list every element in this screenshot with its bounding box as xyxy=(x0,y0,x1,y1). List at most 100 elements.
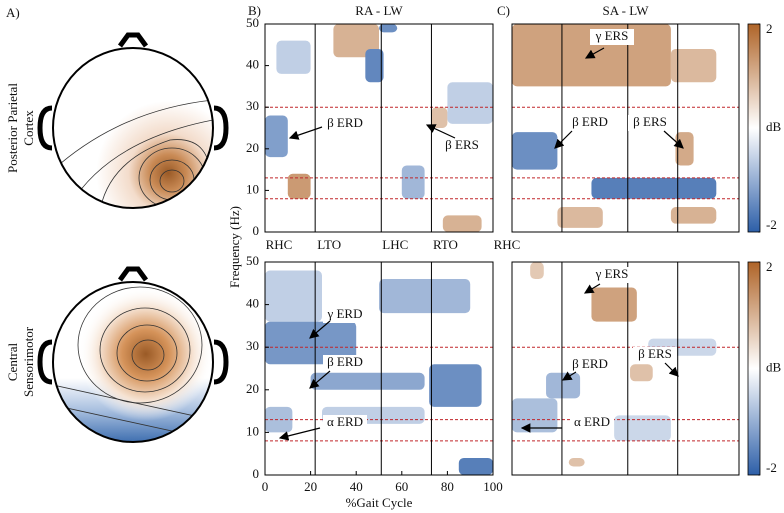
heat-blob xyxy=(591,177,717,199)
annotation-bg xyxy=(628,115,672,131)
annotation: β ERD xyxy=(572,356,608,371)
y-tick-label: 10 xyxy=(246,181,259,196)
annotation: β ERS xyxy=(638,346,672,361)
annotation: α ERD xyxy=(327,414,363,429)
row-label: Central Sensorimotor xyxy=(5,326,36,397)
heat-blob xyxy=(379,279,471,314)
annotation-bg xyxy=(570,415,614,431)
annotation-bg xyxy=(440,138,484,154)
heat-blob xyxy=(591,287,637,322)
annotation-arrow xyxy=(583,283,601,294)
row-label-line: Cortex xyxy=(21,110,36,146)
annotation-arrow xyxy=(288,126,323,140)
event-label: LHC xyxy=(382,237,408,252)
y-tick-label: 20 xyxy=(246,381,259,396)
plot-frame xyxy=(511,23,740,233)
panel-label: C) xyxy=(497,3,510,18)
x-tick-label: 100 xyxy=(483,479,503,494)
panel-title: SA - LW xyxy=(603,3,650,18)
heat-blob xyxy=(670,207,717,224)
annotation-arrow xyxy=(664,362,679,377)
annotation: α ERD xyxy=(574,414,610,429)
heat-blob xyxy=(447,82,493,124)
event-label: RHC xyxy=(266,237,293,252)
row-label-line: Central xyxy=(5,342,20,381)
y-tick-label: 50 xyxy=(246,253,259,268)
heat-blob xyxy=(512,132,558,170)
annotation: β ERS xyxy=(633,114,667,129)
heat-blob xyxy=(401,165,425,199)
topomap xyxy=(37,266,229,443)
x-tick-label: 20 xyxy=(304,479,317,494)
annotation-bg xyxy=(633,347,677,363)
annotation-bg xyxy=(323,415,367,431)
x-tick-label: 0 xyxy=(262,479,269,494)
heat-blob xyxy=(512,398,558,433)
y-tick-label: 40 xyxy=(246,57,259,72)
row-label-line: Posterior Parietal xyxy=(5,83,20,173)
colorbar-tick-label: 2 xyxy=(766,259,773,274)
annotation: β ERS xyxy=(445,137,479,152)
heat-blob xyxy=(365,48,384,83)
annotation-arrow xyxy=(554,130,573,149)
plot-frame xyxy=(264,261,494,476)
heat-blob xyxy=(630,364,653,382)
y-tick-label: 40 xyxy=(246,296,259,311)
x-tick-label: 80 xyxy=(441,479,454,494)
x-tick-label: 60 xyxy=(395,479,408,494)
colorbar-tick-label: -2 xyxy=(766,217,777,232)
annotation: β ERD xyxy=(327,115,363,130)
heat-blob xyxy=(379,24,398,33)
colorbar xyxy=(747,261,761,476)
colorbar-label: dB xyxy=(766,119,782,134)
heat-blob xyxy=(265,270,322,322)
panel-title: RA - LW xyxy=(355,3,403,18)
annotation: γ ERS xyxy=(595,266,629,281)
heat-blob xyxy=(265,115,288,158)
y-axis-label: Frequency (Hz) xyxy=(227,206,242,288)
event-label: RHC xyxy=(494,237,521,252)
plot-frame xyxy=(511,261,740,476)
y-tick-label: 30 xyxy=(246,338,259,353)
heat-blob xyxy=(333,24,379,58)
y-tick-label: 10 xyxy=(246,423,259,438)
annotation-bg xyxy=(590,267,634,283)
heat-blob xyxy=(557,207,603,228)
y-tick-label: 30 xyxy=(246,98,259,113)
annotation: γ ERD xyxy=(327,306,363,321)
annotation-arrow xyxy=(278,427,321,441)
heat-blob xyxy=(442,215,482,232)
annotation-arrow xyxy=(309,320,331,339)
annotation-bg xyxy=(590,29,634,45)
topomap xyxy=(37,32,229,209)
annotation-arrow xyxy=(309,370,331,389)
colorbar-tick-label: 2 xyxy=(766,21,773,36)
heat-blob xyxy=(546,372,581,399)
colorbar-label: dB xyxy=(766,359,782,374)
annotation-bg xyxy=(323,116,367,132)
y-tick-label: 20 xyxy=(246,140,259,155)
heat-blob xyxy=(276,40,311,74)
colorbar-tick-label: -2 xyxy=(766,460,777,475)
annotation-arrow xyxy=(425,124,456,139)
annotation-bg xyxy=(323,355,367,371)
annotation: β ERD xyxy=(327,354,363,369)
heat-blob xyxy=(431,107,448,128)
annotation-bg xyxy=(568,357,612,373)
heat-blob xyxy=(530,262,544,280)
heat-blob xyxy=(670,48,717,83)
heat-blob xyxy=(429,364,482,407)
annotation: β ERD xyxy=(572,114,608,129)
x-tick-label: 40 xyxy=(350,479,363,494)
heat-blob xyxy=(458,457,493,475)
heat-blob xyxy=(310,372,425,390)
row-label-line: Sensorimotor xyxy=(21,326,36,397)
heat-blob xyxy=(265,321,357,365)
heat-blob xyxy=(614,415,671,441)
annotation-arrow xyxy=(561,371,577,381)
colorbar xyxy=(747,23,761,233)
annotation-arrow xyxy=(663,130,684,149)
heat-blob xyxy=(265,406,293,433)
x-axis-label: %Gait Cycle xyxy=(346,495,413,510)
